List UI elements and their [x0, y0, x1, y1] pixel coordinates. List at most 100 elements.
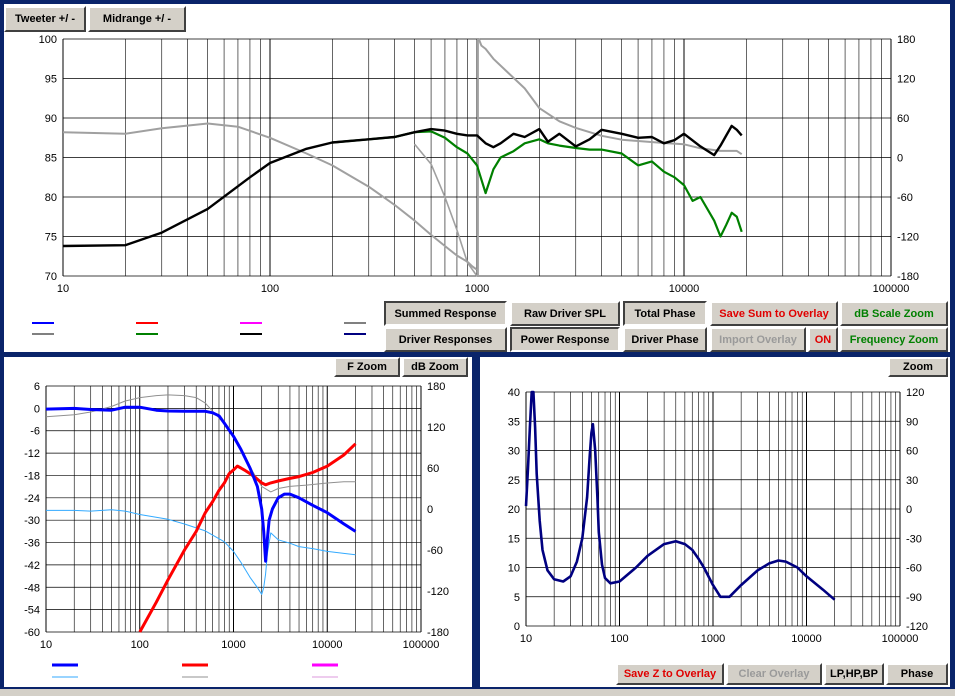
y-tick-label: 6: [34, 381, 40, 393]
y-tick-label: 10: [508, 563, 520, 575]
raw-driver-spl-button[interactable]: Raw Driver SPL: [510, 301, 620, 326]
x-tick-label: 10: [40, 639, 52, 651]
y-tick-label: -12: [24, 448, 40, 460]
x-tick-label: 100000: [403, 639, 440, 651]
impedance-zoom-button[interactable]: Zoom: [888, 357, 948, 377]
y-tick-label: -30: [24, 515, 40, 527]
y2-tick-label: 120: [897, 74, 915, 86]
x-tick-label: 100: [261, 283, 279, 295]
y2-tick-label: 60: [897, 113, 909, 125]
x-tick-label: 100000: [882, 633, 919, 645]
x-tick-label: 1000: [221, 639, 245, 651]
y-tick-label: 100: [39, 34, 57, 46]
y-tick-label: 90: [45, 113, 57, 125]
y-tick-label: -18: [24, 470, 40, 482]
y-tick-label: 40: [508, 387, 520, 399]
y-tick-label: -60: [24, 627, 40, 639]
y2-tick-label: 120: [906, 387, 924, 399]
driver-phase-button[interactable]: Driver Phase: [623, 327, 707, 352]
y2-tick-label: 180: [897, 34, 915, 46]
impedance-series-line: [524, 390, 836, 601]
y-tick-label: -54: [24, 605, 40, 617]
y2-tick-label: 120: [427, 422, 445, 434]
y2-tick-label: -60: [427, 545, 443, 557]
y-tick-label: 0: [34, 403, 40, 415]
y2-tick-label: -180: [897, 271, 919, 283]
y-tick-label: 30: [508, 446, 520, 458]
y2-tick-label: 0: [906, 504, 912, 516]
clear-overlay-button[interactable]: Clear Overlay: [726, 663, 822, 685]
y-tick-label: 85: [45, 153, 57, 165]
y2-tick-label: -90: [906, 592, 922, 604]
system-response-chart: 100 95 90 85 80 75 70 180 120 60 0 -60 -120 -180 10 100…: [32, 34, 919, 335]
total-response-series-line: [62, 124, 743, 248]
x-tick-label: 100000: [873, 283, 910, 295]
y2-tick-label: 30: [906, 475, 918, 487]
y2-tick-label: -120: [897, 232, 919, 244]
y-tick-label: 70: [45, 271, 57, 283]
y2-tick-label: -30: [906, 533, 922, 545]
y-tick-label: 0: [514, 621, 520, 633]
import-overlay-button[interactable]: Import Overlay: [710, 327, 806, 352]
hp-filter-response-line: [138, 442, 357, 633]
x-tick-label: 10000: [312, 639, 343, 651]
x-tick-label: 1000: [465, 283, 489, 295]
midrange-button[interactable]: Midrange +/ -: [88, 6, 186, 32]
save-sum-to-overlay-button[interactable]: Save Sum to Overlay: [710, 301, 838, 326]
y-tick-label: -6: [30, 426, 40, 438]
power-response-button[interactable]: Power Response: [510, 327, 620, 352]
power-response-series-line: [332, 130, 743, 238]
x-tick-label: 1000: [701, 633, 725, 645]
y2-tick-label: -180: [427, 627, 449, 639]
y2-tick-label: 0: [897, 153, 903, 165]
y-tick-label: 80: [45, 192, 57, 204]
system-impedance-chart: 40353025201510501209060300-30-60-90-1201…: [508, 387, 928, 645]
x-tick-label: 10000: [669, 283, 700, 295]
save-z-to-overlay-button[interactable]: Save Z to Overlay: [616, 663, 724, 685]
y-tick-label: -24: [24, 493, 40, 505]
phase-series-line: [414, 143, 478, 277]
driver-responses-button[interactable]: Driver Responses: [384, 327, 507, 352]
y-tick-label: 15: [508, 533, 520, 545]
x-tick-label: 100: [610, 633, 628, 645]
db-zoom-button[interactable]: dB Zoom: [402, 357, 468, 377]
y-tick-label: 35: [508, 416, 520, 428]
y2-tick-label: 90: [906, 416, 918, 428]
y-tick-label: 25: [508, 475, 520, 487]
x-tick-label: 10: [57, 283, 69, 295]
y2-tick-label: 60: [427, 463, 439, 475]
f-zoom-button[interactable]: F Zoom: [334, 357, 400, 377]
db-scale-zoom-button[interactable]: dB Scale Zoom: [840, 301, 948, 326]
y-tick-label: 20: [508, 504, 520, 516]
y-tick-label: -36: [24, 538, 40, 550]
modeled-series-line: [62, 122, 478, 271]
system-impedance-panel: 40 35 30 25 20 15 10 5 0 120 90 60 30 0 -30 -60 -90 -120 1…: [480, 357, 950, 687]
filter-transfer-panel: 6 0 -6 -12 -18 -24 -30 -36 -42 -48 -54 -60 180 120 60 0…: [4, 357, 472, 687]
phase-series-line: [477, 38, 743, 156]
summed-response-button[interactable]: Summed Response: [384, 301, 507, 326]
y2-tick-label: -120: [427, 586, 449, 598]
y2-tick-label: 180: [427, 381, 445, 393]
system-response-panel: 100 95 90 85 80 75 70 180 120 60 0 -60 -120 -180 10 100…: [4, 4, 950, 352]
overlay-on-button[interactable]: ON: [808, 327, 838, 352]
tweeter-button[interactable]: Tweeter +/ -: [4, 6, 86, 32]
bottom-tab-strip: [0, 689, 955, 696]
hp-filter-phase-line: [46, 509, 356, 595]
y-tick-label: -42: [24, 560, 40, 572]
y2-tick-label: 60: [906, 446, 918, 458]
lp-filter-response-line: [45, 405, 357, 563]
y-tick-label: 75: [45, 232, 57, 244]
filter-transfer-chart: 60-6-12-18-24-30-36-42-48-54-60180120600…: [24, 381, 449, 678]
total-phase-button[interactable]: Total Phase: [623, 301, 707, 326]
y2-tick-label: 0: [427, 504, 433, 516]
y2-tick-label: -60: [897, 192, 913, 204]
x-tick-label: 10000: [791, 633, 822, 645]
frequency-zoom-button[interactable]: Frequency Zoom: [840, 327, 948, 352]
y2-tick-label: -60: [906, 563, 922, 575]
phase-button[interactable]: Phase: [886, 663, 948, 685]
y2-tick-label: -120: [906, 621, 928, 633]
lp-hp-bp-button[interactable]: LP,HP,BP: [824, 663, 884, 685]
y-tick-label: 95: [45, 74, 57, 86]
x-tick-label: 100: [131, 639, 149, 651]
x-tick-label: 10: [520, 633, 532, 645]
